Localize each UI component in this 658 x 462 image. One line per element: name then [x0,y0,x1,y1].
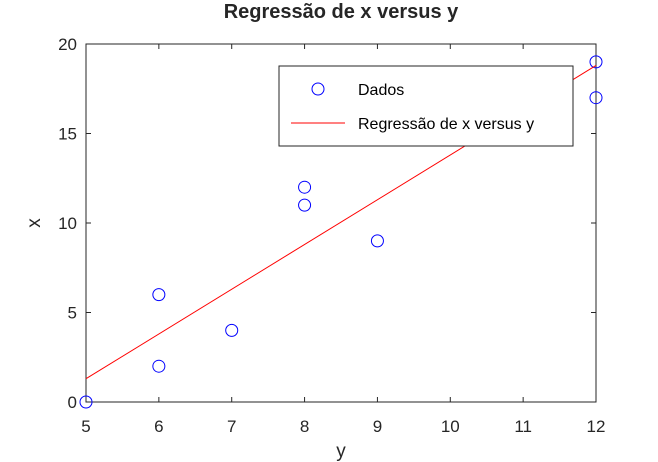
data-point [152,288,166,302]
x-axis-label: y [336,441,346,462]
x-tick-label: 9 [373,417,382,436]
data-point [152,359,166,373]
x-tick-label: 8 [300,417,309,436]
legend-box [278,65,574,147]
x-tick-label: 5 [81,417,90,436]
data-point [298,180,312,194]
legend-label: Dados [358,82,404,99]
x-tick-label: 11 [514,417,532,436]
data-point [589,91,603,105]
data-point [225,323,239,337]
y-axis-label: x [24,218,45,228]
legend: Dados Regressão de x versus y [278,65,574,147]
y-tick-label: 20 [58,35,77,54]
data-point [298,198,312,212]
y-tick-label: 10 [58,214,77,233]
y-tick-label: 0 [68,393,77,412]
chart-title: Regressão de x versus y [224,1,459,23]
data-point [79,395,93,409]
x-tick-label: 7 [227,417,236,436]
data-point [370,234,384,248]
x-tick-label: 10 [441,417,460,436]
data-point [589,55,603,69]
x-tick-label: 12 [587,417,606,436]
legend-marker-swatch [311,82,325,96]
x-tick-label: 6 [154,417,163,436]
y-tick-label: 5 [68,304,77,323]
y-tick-label: 15 [58,125,77,144]
legend-label: Regressão de x versus y [358,116,534,133]
